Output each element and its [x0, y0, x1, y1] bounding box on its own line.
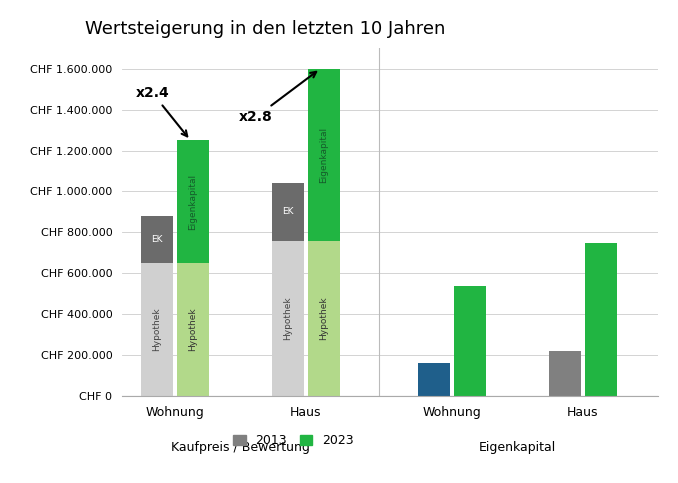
Bar — [308, 241, 340, 396]
Text: x2.8: x2.8 — [239, 72, 316, 124]
Legend: 2013, 2023: 2013, 2023 — [228, 429, 359, 453]
Bar — [140, 216, 173, 263]
Bar — [140, 263, 173, 396]
Bar — [272, 241, 304, 396]
Text: Wertsteigerung in den letzten 10 Jahren: Wertsteigerung in den letzten 10 Jahren — [85, 20, 445, 39]
Text: Eigenkapital: Eigenkapital — [188, 174, 197, 230]
Text: Hypothek: Hypothek — [283, 297, 292, 340]
Text: Eigenkapital: Eigenkapital — [319, 127, 328, 183]
Bar — [549, 351, 581, 396]
Text: Hypothek: Hypothek — [319, 297, 328, 340]
Text: Eigenkapital: Eigenkapital — [479, 441, 556, 455]
Text: x2.4: x2.4 — [136, 86, 187, 136]
Bar — [176, 263, 209, 396]
Text: EK: EK — [151, 235, 163, 244]
Bar — [308, 69, 340, 241]
Bar — [272, 184, 304, 241]
Text: EK: EK — [282, 208, 294, 216]
Bar — [418, 363, 450, 396]
Text: Hypothek: Hypothek — [153, 308, 161, 352]
Bar — [176, 141, 209, 263]
Bar — [454, 285, 486, 396]
Text: Hypothek: Hypothek — [188, 308, 197, 352]
Text: Kaufpreis / Bewertung: Kaufpreis / Bewertung — [171, 441, 310, 455]
Bar — [584, 242, 617, 396]
